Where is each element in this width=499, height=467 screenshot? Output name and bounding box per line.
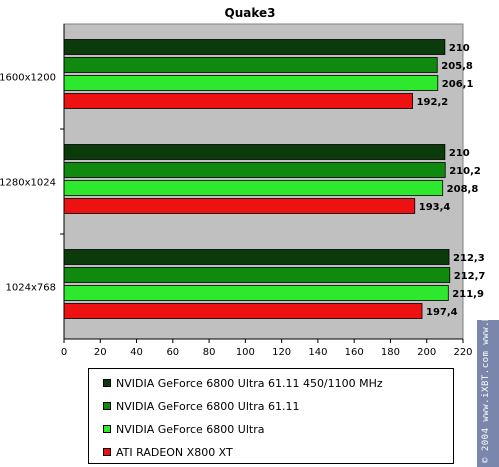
- x-tick-label: 220: [453, 347, 472, 358]
- x-tick-label: 160: [345, 347, 364, 358]
- data-label: 208,8: [447, 184, 479, 195]
- data-label: 193,4: [419, 202, 451, 213]
- bar: [63, 198, 416, 214]
- bar: [63, 249, 450, 265]
- category-label: 1280x1024: [0, 178, 56, 189]
- bar: [63, 39, 446, 55]
- data-label: 210: [449, 43, 470, 54]
- data-label: 210,2: [449, 166, 481, 177]
- legend-item: NVIDIA GeForce 6800 Ultra 61.11: [103, 399, 299, 413]
- x-tick-label: 0: [61, 347, 67, 358]
- x-tick-label: 120: [272, 347, 291, 358]
- data-label: 192,2: [417, 97, 449, 108]
- legend-label: NVIDIA GeForce 6800 Ultra 61.11: [116, 399, 300, 413]
- x-tick-label: 140: [308, 347, 327, 358]
- bar: [63, 57, 438, 73]
- chart-legend: NVIDIA GeForce 6800 Ultra 61.11 450/1100…: [88, 368, 454, 464]
- legend-swatch: [103, 402, 111, 410]
- legend-item: ATI RADEON X800 XT: [103, 445, 233, 459]
- legend-label: NVIDIA GeForce 6800 Ultra: [116, 422, 265, 436]
- x-tick-label: 200: [417, 347, 436, 358]
- data-label: 210: [449, 148, 470, 159]
- legend-item: NVIDIA GeForce 6800 Ultra: [103, 422, 264, 436]
- data-label: 212,3: [453, 253, 485, 264]
- legend-swatch: [103, 448, 111, 456]
- x-tick-label: 100: [236, 347, 255, 358]
- bar: [63, 267, 451, 283]
- x-tick-label: 20: [94, 347, 107, 358]
- legend-label: NVIDIA GeForce 6800 Ultra 61.11 450/1100…: [116, 376, 383, 390]
- x-tick-label: 80: [203, 347, 216, 358]
- bar: [63, 285, 449, 301]
- chart-title: Quake3: [225, 6, 276, 20]
- legend-swatch: [103, 425, 111, 433]
- data-label: 197,4: [426, 307, 458, 318]
- bar: [63, 180, 444, 196]
- bar: [63, 93, 413, 109]
- bar: [63, 162, 446, 178]
- legend-item: NVIDIA GeForce 6800 Ultra 61.11 450/1100…: [103, 376, 383, 390]
- category-label: 1600x1200: [0, 73, 56, 84]
- data-label: 212,7: [454, 271, 486, 282]
- watermark-text: © 2004 www.iXBT.com www.Digit-Life.com: [481, 320, 491, 463]
- bar: [63, 75, 439, 91]
- legend-swatch: [103, 379, 111, 387]
- x-tick-label: 60: [166, 347, 179, 358]
- x-tick-label: 40: [130, 347, 143, 358]
- data-label: 206,1: [442, 79, 474, 90]
- data-label: 211,9: [452, 289, 484, 300]
- bar: [63, 144, 446, 160]
- category-label: 1024x768: [6, 283, 56, 294]
- data-label: 205,8: [441, 61, 473, 72]
- legend-label: ATI RADEON X800 XT: [116, 445, 233, 459]
- bar: [63, 303, 423, 319]
- x-tick-label: 180: [381, 347, 400, 358]
- watermark: © 2004 www.iXBT.com www.Digit-Life.com: [477, 320, 499, 467]
